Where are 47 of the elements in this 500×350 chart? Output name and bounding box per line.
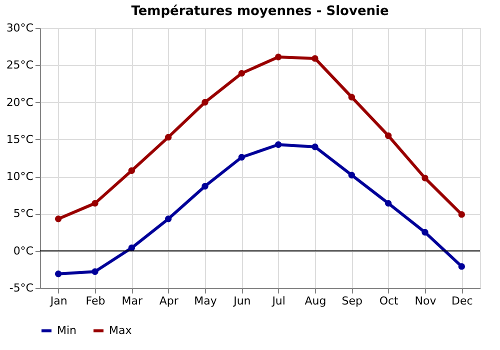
x-tick-label: Jul	[271, 294, 286, 308]
point	[422, 174, 428, 182]
x-tick-label: Oct	[379, 294, 400, 308]
point	[384, 132, 392, 140]
y-tick-label: -5°C	[9, 282, 34, 294]
point	[54, 270, 62, 278]
y-tick-label: 10°C	[6, 170, 34, 184]
point	[128, 167, 136, 174]
chart-title: Températures moyennes - Slovenie	[131, 4, 389, 19]
point	[312, 144, 318, 150]
y-tick-label: 20°C	[6, 96, 34, 109]
point	[92, 200, 98, 207]
point	[238, 70, 246, 77]
legend-label: Min	[57, 324, 77, 337]
x-tick-label: Aug	[304, 294, 326, 308]
point	[54, 216, 62, 222]
point	[202, 98, 208, 106]
point	[422, 228, 428, 236]
y-tick-label: 5°C	[13, 207, 34, 220]
legend-label: Max	[109, 324, 132, 337]
x-tick-label: Apr	[159, 294, 179, 308]
x-tick-label: Feb	[86, 294, 106, 308]
point	[238, 154, 246, 161]
point	[274, 54, 282, 60]
y-tick-label: 30°C	[6, 22, 34, 34]
y-tick-label: 25°C	[6, 58, 34, 72]
point	[164, 134, 172, 141]
point	[458, 263, 466, 270]
x-tick-label: Dec	[452, 294, 473, 308]
point	[202, 182, 208, 190]
point	[164, 216, 172, 222]
point	[312, 55, 318, 62]
y-tick-label: 15°C	[6, 132, 34, 146]
x-tick-label: Mar	[122, 294, 144, 308]
y-tick-label: 0°C	[13, 244, 34, 258]
point	[384, 200, 392, 207]
point	[348, 94, 356, 100]
point	[274, 141, 282, 148]
x-tick-label: Nov	[414, 294, 437, 308]
x-tick-label: Jun	[232, 294, 251, 308]
point	[128, 244, 136, 252]
point	[348, 172, 356, 178]
point	[458, 211, 466, 218]
x-tick-label: Jan	[49, 294, 68, 308]
point	[92, 268, 98, 276]
x-tick-label: Sep	[342, 294, 363, 308]
x-tick-label: May	[194, 294, 218, 308]
